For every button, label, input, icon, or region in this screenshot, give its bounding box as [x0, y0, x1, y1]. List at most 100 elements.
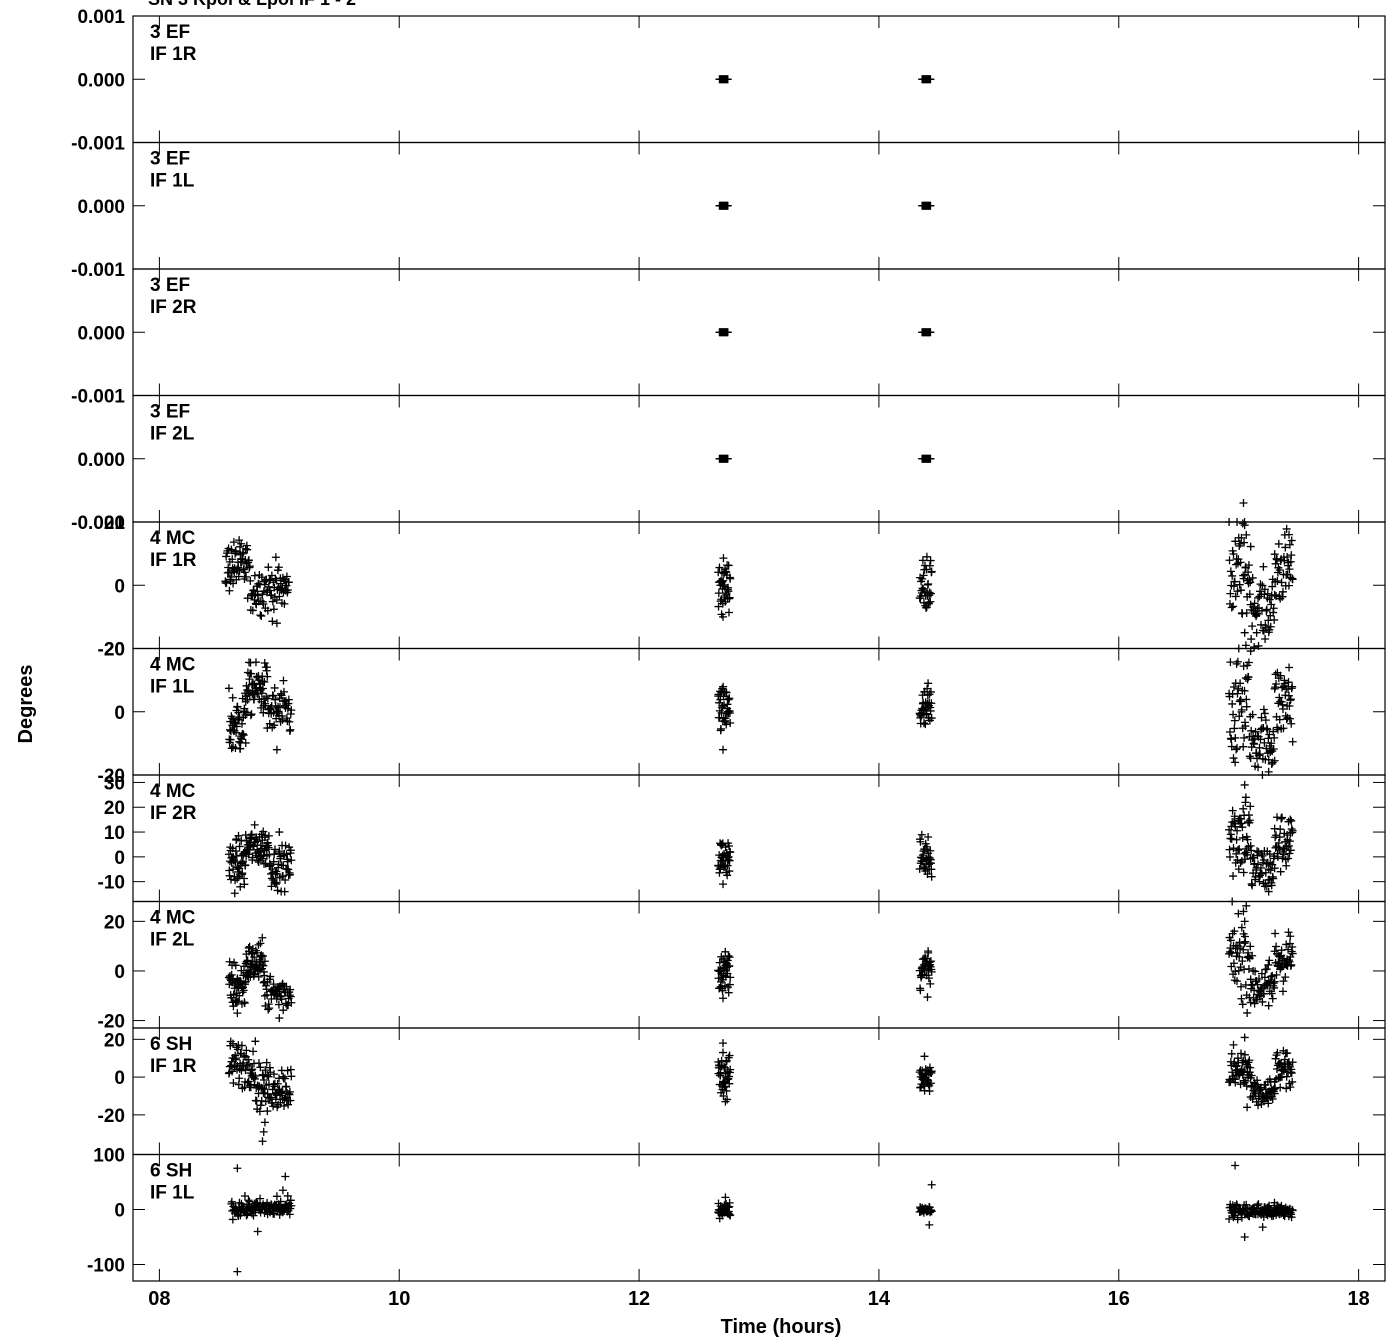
data-point — [253, 1227, 262, 1236]
data-point — [234, 1212, 243, 1221]
data-point — [266, 1068, 275, 1077]
data-point — [926, 328, 935, 337]
data-point — [1282, 1084, 1291, 1093]
data-point — [1246, 942, 1255, 951]
data-point — [1226, 589, 1235, 598]
data-point — [256, 611, 265, 620]
data-point — [233, 1009, 242, 1018]
data-point — [1233, 1215, 1242, 1224]
y-tick-label: -0.001 — [71, 134, 125, 155]
data-point — [260, 580, 269, 589]
data-point — [721, 1097, 730, 1106]
data-point — [258, 677, 267, 686]
data-point — [1266, 859, 1275, 868]
data-point — [1268, 582, 1277, 591]
data-point — [1284, 581, 1293, 590]
data-point — [1255, 750, 1264, 759]
data-point — [1269, 745, 1278, 754]
data-point — [228, 693, 237, 702]
panel-label-if: IF 1R — [150, 44, 197, 65]
data-point — [1255, 751, 1264, 760]
data-point — [924, 974, 933, 983]
data-point — [279, 1006, 288, 1015]
data-point — [922, 603, 931, 612]
data-point — [270, 850, 279, 859]
data-point — [1272, 970, 1281, 979]
data-point — [919, 719, 928, 728]
data-point — [1250, 1088, 1259, 1097]
data-point — [228, 555, 237, 564]
data-point — [719, 682, 728, 691]
data-point — [235, 536, 244, 545]
data-point — [1242, 901, 1251, 910]
data-point — [272, 1192, 281, 1201]
data-point — [225, 586, 234, 595]
data-point — [256, 841, 265, 850]
data-point — [232, 1054, 241, 1063]
data-point — [269, 1080, 278, 1089]
y-tick-label: -0.001 — [71, 387, 125, 408]
data-point — [256, 1194, 265, 1203]
data-point — [242, 1046, 251, 1055]
data-point — [249, 1073, 258, 1082]
data-point — [233, 1267, 242, 1276]
data-point — [1265, 850, 1274, 859]
data-point — [1255, 974, 1264, 983]
data-point — [1242, 609, 1251, 618]
data-point — [1288, 1058, 1297, 1067]
data-point — [1238, 823, 1247, 832]
data-point — [247, 669, 256, 678]
data-point — [725, 961, 734, 970]
data-point — [245, 562, 254, 571]
data-point — [1269, 874, 1278, 883]
panel-label-if: IF 2L — [150, 930, 195, 951]
data-point — [235, 1198, 244, 1207]
data-point — [1275, 715, 1284, 724]
data-point — [1273, 852, 1282, 861]
data-point — [285, 1087, 294, 1096]
data-point — [1270, 550, 1279, 559]
data-point — [237, 539, 246, 548]
data-point — [1275, 693, 1284, 702]
panel-label-station: 4 MC — [150, 528, 196, 549]
data-point — [242, 681, 251, 690]
data-point — [725, 1051, 734, 1060]
data-point — [275, 592, 284, 601]
data-point — [1234, 966, 1243, 975]
panel-label-station: 6 SH — [150, 1034, 192, 1055]
data-point — [1245, 590, 1254, 599]
data-point — [246, 576, 255, 585]
data-point — [244, 686, 253, 695]
data-point — [1242, 695, 1251, 704]
data-point — [1248, 573, 1257, 582]
data-point — [227, 545, 236, 554]
data-point — [1229, 710, 1238, 719]
data-point — [719, 1048, 728, 1057]
data-point — [249, 679, 258, 688]
data-point — [1265, 956, 1274, 965]
data-point — [1225, 845, 1234, 854]
data-point — [1268, 758, 1277, 767]
data-point — [256, 939, 265, 948]
data-point — [726, 574, 735, 583]
data-point — [1230, 716, 1239, 725]
data-point — [264, 563, 273, 572]
data-point — [224, 563, 233, 572]
data-point — [1227, 1049, 1236, 1058]
data-point — [926, 75, 935, 84]
data-point — [281, 876, 290, 885]
data-point — [241, 861, 250, 870]
data-point — [269, 1070, 278, 1079]
panel-frame — [132, 900, 1386, 1029]
data-point — [258, 854, 267, 863]
data-point — [260, 1118, 269, 1127]
data-point — [1287, 1213, 1296, 1222]
data-point — [926, 979, 935, 988]
data-point — [262, 1058, 271, 1067]
data-point — [1229, 959, 1238, 968]
data-point — [1288, 682, 1297, 691]
data-point — [1231, 1161, 1240, 1170]
